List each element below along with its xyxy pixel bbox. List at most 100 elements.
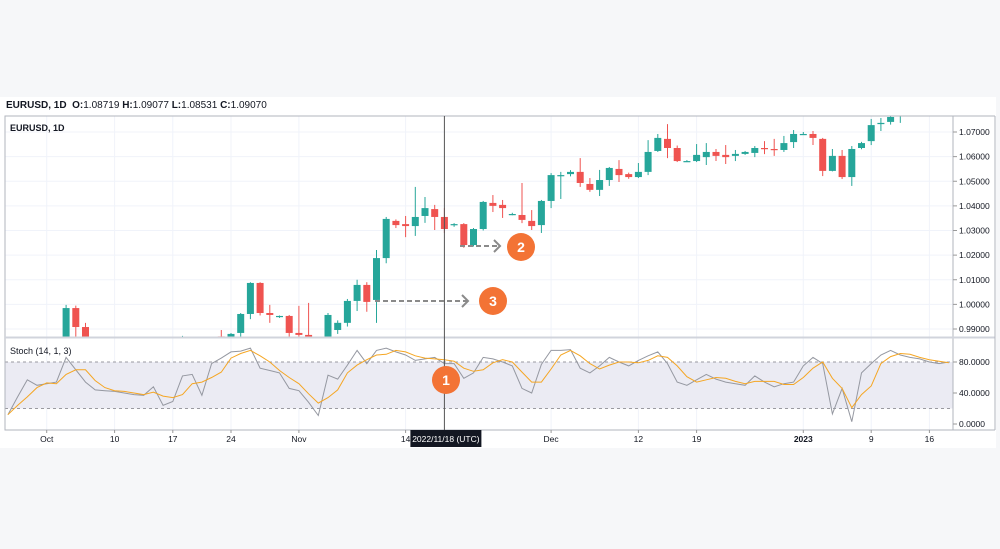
- candle[interactable]: [82, 322, 89, 354]
- candle[interactable]: [673, 145, 681, 163]
- time-axis[interactable]: Oct 10 17 24 Nov 14 Dec 12 19 2023 9 16 2022/11/18 (…: [40, 430, 934, 447]
- candle[interactable]: [576, 158, 584, 187]
- candle[interactable]: [586, 178, 594, 192]
- candle-body: [576, 171, 584, 183]
- candle[interactable]: [567, 170, 574, 177]
- candle[interactable]: [605, 166, 613, 186]
- candle[interactable]: [402, 215, 410, 238]
- candle-body: [373, 258, 380, 300]
- candle[interactable]: [489, 195, 497, 213]
- candle[interactable]: [411, 186, 419, 236]
- candle[interactable]: [373, 249, 380, 323]
- candle[interactable]: [702, 143, 710, 165]
- candle[interactable]: [324, 312, 332, 344]
- candle[interactable]: [256, 282, 264, 316]
- candle[interactable]: [285, 314, 293, 339]
- arrow-3: [375, 294, 470, 308]
- candle[interactable]: [848, 146, 856, 186]
- candle[interactable]: [809, 131, 817, 146]
- candle[interactable]: [508, 212, 516, 216]
- candle-body: [751, 148, 759, 153]
- candle-body: [809, 133, 817, 138]
- candle[interactable]: [819, 137, 827, 177]
- candle[interactable]: [780, 135, 788, 152]
- candle[interactable]: [615, 160, 623, 182]
- candle[interactable]: [828, 148, 836, 172]
- candle[interactable]: [363, 282, 371, 312]
- x-tick-label: Dec: [544, 434, 560, 444]
- candle[interactable]: [712, 148, 720, 162]
- candle-body: [761, 148, 768, 150]
- candle[interactable]: [664, 124, 671, 159]
- candle-body: [586, 183, 594, 190]
- candle[interactable]: [897, 107, 904, 123]
- candle[interactable]: [625, 172, 633, 179]
- candle[interactable]: [799, 132, 807, 136]
- candle-body: [382, 218, 390, 259]
- x-tick-label: 9: [869, 434, 874, 444]
- candle[interactable]: [770, 138, 778, 156]
- candle-body: [479, 201, 487, 230]
- candle[interactable]: [877, 117, 885, 132]
- candle[interactable]: [887, 112, 895, 125]
- candle[interactable]: [276, 315, 283, 318]
- candle[interactable]: [741, 150, 749, 155]
- candle[interactable]: [751, 146, 759, 158]
- candle[interactable]: [334, 320, 342, 334]
- stoch-k-line: [7, 347, 949, 422]
- candle[interactable]: [838, 149, 846, 180]
- candle[interactable]: [217, 329, 225, 340]
- candle[interactable]: [722, 145, 730, 165]
- candle[interactable]: [266, 304, 274, 323]
- candle-body: [343, 300, 351, 323]
- candle[interactable]: [382, 216, 390, 264]
- candle[interactable]: [693, 144, 701, 163]
- candle-body: [72, 308, 80, 328]
- candle[interactable]: [421, 197, 429, 223]
- candle[interactable]: [528, 210, 536, 231]
- stoch-band: [5, 362, 953, 409]
- marker-3: 3: [479, 287, 507, 315]
- candle[interactable]: [634, 163, 642, 179]
- candle-body: [256, 282, 264, 313]
- candle[interactable]: [450, 223, 458, 227]
- candle-body: [392, 220, 400, 226]
- candle[interactable]: [790, 130, 798, 149]
- candle[interactable]: [460, 223, 468, 248]
- crosshair-date-box: [410, 430, 482, 447]
- candle[interactable]: [644, 140, 652, 176]
- low-label: L:: [171, 100, 182, 111]
- candle[interactable]: [761, 141, 768, 155]
- candle[interactable]: [470, 228, 477, 247]
- candle[interactable]: [537, 199, 545, 233]
- candle[interactable]: [547, 173, 555, 209]
- candle[interactable]: [654, 133, 662, 152]
- candle-body: [324, 314, 332, 337]
- candle-body: [605, 167, 613, 181]
- x-tick-label: 17: [168, 434, 178, 444]
- candle[interactable]: [227, 332, 235, 341]
- candle[interactable]: [295, 305, 303, 339]
- candle[interactable]: [683, 160, 691, 163]
- candle[interactable]: [596, 169, 604, 197]
- candle[interactable]: [431, 204, 439, 231]
- candle[interactable]: [305, 302, 313, 341]
- candle[interactable]: [867, 118, 875, 146]
- candle[interactable]: [246, 282, 254, 320]
- candle[interactable]: [353, 279, 361, 312]
- candle[interactable]: [731, 149, 739, 162]
- price-axis[interactable]: 1.07000 1.06000 1.05000 1.04000 1.03000 1.020…: [953, 127, 990, 429]
- candle[interactable]: [499, 199, 507, 218]
- candle[interactable]: [237, 312, 245, 337]
- candle[interactable]: [62, 304, 70, 351]
- candle[interactable]: [858, 141, 865, 150]
- y-tick-label: 1.06000: [959, 152, 990, 162]
- candle[interactable]: [343, 298, 351, 327]
- candle[interactable]: [72, 305, 80, 342]
- candle[interactable]: [557, 171, 565, 199]
- candle[interactable]: [392, 219, 400, 229]
- x-tick-label: 12: [634, 434, 644, 444]
- candle[interactable]: [479, 200, 487, 231]
- candle[interactable]: [518, 182, 526, 224]
